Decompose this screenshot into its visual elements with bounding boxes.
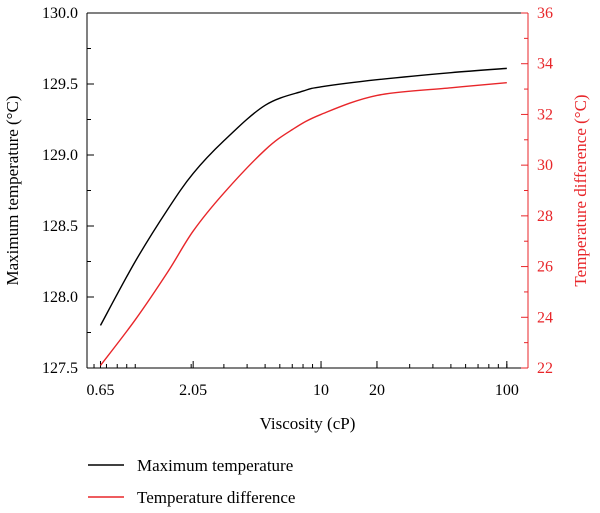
- x-tick-label: 100: [495, 382, 519, 399]
- y-left-tick-label: 128.0: [42, 289, 78, 306]
- plot-layer: 0.65 2.05 10 20 100 127.5 128.0 128.5 129.0 129.5…: [3, 5, 590, 433]
- y-left-tick-label: 130.0: [42, 5, 78, 22]
- x-tick-label: 2.05: [179, 382, 207, 399]
- y-left-tick-label: 129.0: [42, 147, 78, 164]
- y-right-tick-label: 30: [537, 157, 553, 174]
- x-tick-label: 10: [313, 382, 329, 399]
- x-axis-title: Viscosity (cP): [260, 414, 356, 433]
- legend-label: Maximum temperature: [137, 456, 293, 475]
- y-left-tick-label: 127.5: [42, 360, 78, 377]
- y-right-axis-title: Temperature difference (°C): [571, 94, 590, 286]
- y-right-tick-label: 36: [537, 5, 553, 22]
- y-right-tick-label: 24: [537, 309, 553, 326]
- x-tick-label: 20: [369, 382, 385, 399]
- y-left-axis-title: Maximum temperature (°C): [3, 96, 22, 286]
- y-right-tick-label: 28: [537, 208, 553, 225]
- legend: Maximum temperature Temperature differenc…: [88, 456, 295, 507]
- y-right-tick-label: 32: [537, 106, 553, 123]
- series-line-maximum-temperature: [99, 67, 507, 326]
- x-tick-label: 0.65: [86, 382, 114, 399]
- y-right-tick-label: 34: [537, 56, 553, 73]
- y-left-tick-label: 129.5: [42, 76, 78, 93]
- y-right-tick-label: 22: [537, 360, 553, 377]
- series-line-temperature-difference: [99, 82, 507, 366]
- legend-label: Temperature difference: [137, 488, 295, 507]
- y-left-tick-label: 128.5: [42, 218, 78, 235]
- y-right-tick-label: 26: [537, 259, 553, 276]
